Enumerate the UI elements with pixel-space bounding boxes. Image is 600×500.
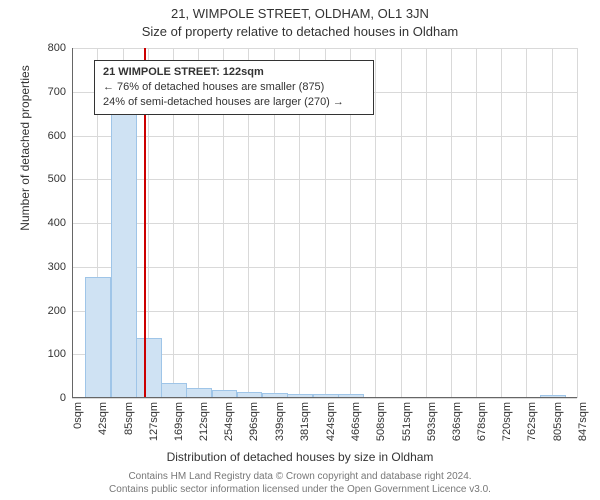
footer: Contains HM Land Registry data © Crown c… (0, 471, 600, 496)
x-tick-label: 254sqm (223, 398, 235, 441)
x-tick-label: 0sqm (72, 398, 84, 429)
gridline-vertical (577, 48, 578, 398)
page-title: 21, WIMPOLE STREET, OLDHAM, OL1 3JN (0, 6, 600, 21)
x-tick-label: 296sqm (248, 398, 260, 441)
y-tick-label: 700 (48, 86, 72, 98)
x-tick-label: 847sqm (577, 398, 589, 441)
gridline-vertical (476, 48, 477, 398)
y-axis-line (72, 48, 73, 398)
x-tick-label: 169sqm (173, 398, 185, 441)
x-axis-line (72, 397, 577, 398)
gridline-vertical (375, 48, 376, 398)
info-box-line3: 24% of semi-detached houses are larger (… (103, 95, 365, 110)
bar (111, 113, 137, 398)
y-tick-label: 200 (48, 305, 72, 317)
y-tick-label: 100 (48, 348, 72, 360)
info-box-line2: ← 76% of detached houses are smaller (87… (103, 80, 365, 95)
x-tick-label: 805sqm (552, 398, 564, 441)
y-tick-label: 400 (48, 217, 72, 229)
x-tick-label: 466sqm (350, 398, 362, 441)
x-tick-label: 424sqm (325, 398, 337, 441)
chart-subtitle: Size of property relative to detached ho… (0, 24, 600, 39)
x-tick-label: 593sqm (426, 398, 438, 441)
gridline-vertical (501, 48, 502, 398)
y-tick-label: 500 (48, 173, 72, 185)
x-tick-label: 212sqm (198, 398, 210, 441)
y-tick-label: 600 (48, 130, 72, 142)
x-tick-label: 381sqm (299, 398, 311, 441)
bar (136, 338, 162, 398)
gridline-vertical (426, 48, 427, 398)
x-tick-label: 636sqm (451, 398, 463, 441)
plot-area: 01002003004005006007008000sqm42sqm85sqm1… (72, 48, 577, 398)
y-tick-label: 800 (48, 42, 72, 54)
footer-line1: Contains HM Land Registry data © Crown c… (0, 471, 600, 484)
x-tick-label: 508sqm (375, 398, 387, 441)
x-tick-label: 85sqm (123, 398, 135, 435)
y-axis-label: Number of detached properties (18, 0, 32, 323)
gridline-vertical (451, 48, 452, 398)
x-tick-label: 762sqm (526, 398, 538, 441)
gridline-vertical (552, 48, 553, 398)
gridline-vertical (401, 48, 402, 398)
gridline-vertical (526, 48, 527, 398)
x-tick-label: 42sqm (97, 398, 109, 435)
x-tick-label: 720sqm (501, 398, 513, 441)
footer-line2: Contains public sector information licen… (0, 484, 600, 497)
y-tick-label: 300 (48, 261, 72, 273)
y-tick-label: 0 (60, 392, 72, 404)
bar (85, 277, 111, 398)
x-tick-label: 551sqm (401, 398, 413, 441)
info-box-line1: 21 WIMPOLE STREET: 122sqm (103, 65, 365, 80)
x-axis-title: Distribution of detached houses by size … (0, 450, 600, 464)
x-tick-label: 127sqm (148, 398, 160, 441)
x-tick-label: 339sqm (274, 398, 286, 441)
x-tick-label: 678sqm (476, 398, 488, 441)
info-box: 21 WIMPOLE STREET: 122sqm ← 76% of detac… (94, 60, 374, 115)
bar (161, 383, 187, 398)
